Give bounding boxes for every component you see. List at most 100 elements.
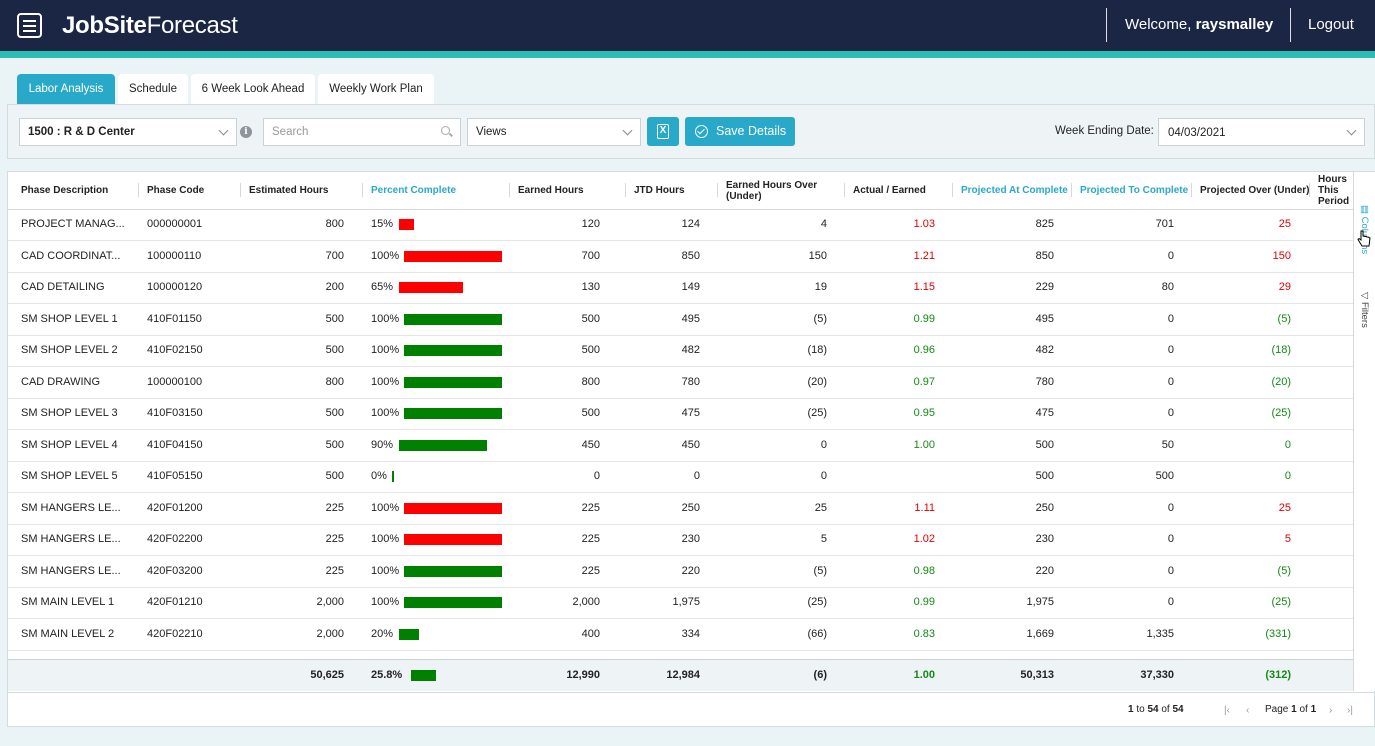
row-count: 1 to 54 of 54 bbox=[1128, 704, 1184, 715]
column-header[interactable]: JTD Hours bbox=[634, 185, 685, 196]
column-header[interactable]: Projected Over (Under) bbox=[1200, 185, 1310, 196]
projected-at-complete-cell: 220 bbox=[1035, 564, 1054, 577]
search-placeholder: Search bbox=[272, 126, 309, 138]
check-circle-icon bbox=[695, 125, 708, 138]
projected-over-under-cell: 29 bbox=[1278, 281, 1291, 293]
table-row[interactable]: SM HANGERS LE... 420F01200 225 100% 225 250 25… bbox=[8, 493, 1353, 525]
table-row[interactable]: SM HANGERS LE... 420F03200 225 100% 225 220 (5… bbox=[8, 556, 1353, 588]
table-row[interactable]: SM SHOP LEVEL 4 410F04150 500 90% 450 450 0 1.0… bbox=[8, 430, 1353, 462]
phase-description-cell: SM SHOP LEVEL 2 bbox=[21, 344, 118, 356]
column-header[interactable]: Earned Hours Over (Under) bbox=[726, 179, 818, 202]
save-details-label: Save Details bbox=[716, 124, 787, 138]
column-resize-handle[interactable] bbox=[138, 183, 139, 197]
phase-description-cell: CAD DRAWING bbox=[21, 375, 101, 388]
column-header[interactable]: Actual / Earned bbox=[853, 185, 926, 196]
table-row[interactable]: CAD DETAILING 100000120 200 65% 130 149 19 1.15… bbox=[8, 272, 1353, 304]
save-details-button[interactable]: Save Details bbox=[685, 117, 795, 146]
table-row[interactable]: SM MAIN LEVEL 1 420F01210 2,000 100% 2,000 1,… bbox=[8, 587, 1353, 619]
tab-weekly-work-plan[interactable]: Weekly Work Plan bbox=[318, 74, 434, 104]
first-page-icon[interactable]: |‹ bbox=[1224, 705, 1230, 716]
tab-6-week-look-ahead[interactable]: 6 Week Look Ahead bbox=[191, 74, 315, 104]
table-row[interactable]: CAD COORDINAT... 100000110 700 100% 700 850 15… bbox=[8, 241, 1353, 273]
projected-at-complete-cell: 1,669 bbox=[1026, 627, 1054, 640]
table-row[interactable]: SM SHOP LEVEL 2 410F02150 500 100% 500 482 (18… bbox=[8, 335, 1353, 367]
phase-description-cell: SM HANGERS LE... bbox=[21, 501, 121, 514]
project-select[interactable]: 1500 : R & D Center bbox=[19, 118, 237, 146]
earned-over-under-cell: (25) bbox=[807, 407, 827, 419]
last-page-icon[interactable]: ›| bbox=[1347, 705, 1353, 716]
projected-at-complete-cell: 230 bbox=[1035, 533, 1054, 545]
info-icon[interactable]: i bbox=[240, 126, 252, 138]
next-page-icon[interactable]: › bbox=[1329, 705, 1333, 716]
column-header[interactable]: Estimated Hours bbox=[249, 185, 329, 196]
accent-strip bbox=[0, 51, 1375, 58]
column-header[interactable]: Earned Hours bbox=[518, 185, 584, 196]
column-resize-handle[interactable] bbox=[625, 183, 626, 197]
tab-schedule[interactable]: Schedule bbox=[118, 74, 188, 104]
column-header[interactable]: Projected At Complete bbox=[961, 185, 1068, 196]
column-resize-handle[interactable] bbox=[240, 183, 241, 197]
table-row[interactable]: SM SHOP LEVEL 3 410F03150 500 100% 500 475 (25… bbox=[8, 398, 1353, 430]
actual-earned-cell: 0.96 bbox=[913, 344, 935, 356]
estimated-hours-cell: 2,000 bbox=[316, 627, 344, 640]
total-earned-over-under: (6) bbox=[813, 669, 827, 681]
hamburger-icon[interactable] bbox=[17, 13, 42, 38]
column-resize-handle[interactable] bbox=[952, 183, 953, 197]
earned-hours-cell: 120 bbox=[581, 218, 600, 230]
actual-earned-cell: 0.97 bbox=[913, 375, 935, 388]
jtd-hours-cell: 495 bbox=[681, 312, 700, 325]
column-header[interactable]: Projected To Complete bbox=[1080, 185, 1189, 196]
percent-complete-cell: 100% bbox=[371, 407, 400, 419]
jtd-hours-cell: 780 bbox=[681, 375, 700, 388]
search-input[interactable]: Search bbox=[263, 118, 461, 146]
excel-icon: X bbox=[657, 124, 669, 139]
total-estimated-hours: 50,625 bbox=[310, 669, 344, 681]
projected-to-complete-cell: 50 bbox=[1161, 438, 1174, 451]
table-row[interactable]: SM HANGERS LE... 420F02200 225 100% 225 230 5 1… bbox=[8, 524, 1353, 556]
total-actual-earned: 1.00 bbox=[913, 669, 935, 681]
week-ending-select[interactable]: 04/03/2021 bbox=[1158, 118, 1365, 146]
earned-hours-cell: 800 bbox=[581, 375, 600, 388]
percent-complete-bar bbox=[404, 534, 502, 545]
table-row[interactable]: PROJECT MANAG... 000000001 800 15% 120 124 4 1.… bbox=[8, 209, 1353, 241]
percent-complete-cell: 100% bbox=[371, 564, 400, 577]
filters-panel-toggle[interactable]: ▽ Filters bbox=[1359, 292, 1370, 328]
table-row[interactable]: CAD DRAWING 100000100 800 100% 800 780 (20) 0.9… bbox=[8, 367, 1353, 399]
earned-over-under-cell: 19 bbox=[814, 281, 827, 293]
prev-page-icon[interactable]: ‹ bbox=[1246, 705, 1250, 716]
column-resize-handle[interactable] bbox=[717, 183, 718, 197]
table-row[interactable]: SM SHOP LEVEL 5 410F05150 500 0% 0 0 0 500 500 0 bbox=[8, 461, 1353, 493]
phase-code-cell: 420F01210 bbox=[147, 596, 203, 608]
projected-over-under-cell: 25 bbox=[1278, 501, 1291, 514]
column-resize-handle[interactable] bbox=[1191, 183, 1192, 197]
phase-code-cell: 100000100 bbox=[147, 375, 203, 388]
projected-to-complete-cell: 500 bbox=[1155, 470, 1174, 482]
earned-hours-cell: 400 bbox=[581, 627, 600, 640]
table-row[interactable]: SM SHOP LEVEL 1 410F01150 500 100% 500 495 (5)… bbox=[8, 304, 1353, 336]
logout-link[interactable]: Logout bbox=[1308, 16, 1354, 33]
week-ending-value: 04/03/2021 bbox=[1168, 127, 1226, 139]
column-resize-handle[interactable] bbox=[1309, 183, 1310, 197]
column-header[interactable]: Phase Description bbox=[21, 185, 109, 196]
estimated-hours-cell: 2,000 bbox=[316, 596, 344, 608]
column-header[interactable]: Phase Code bbox=[147, 185, 205, 196]
tab-labor-analysis[interactable]: Labor Analysis bbox=[17, 74, 115, 104]
column-header[interactable]: Percent Complete bbox=[371, 185, 457, 196]
actual-earned-cell: 1.03 bbox=[913, 218, 935, 230]
projected-to-complete-cell: 0 bbox=[1167, 533, 1174, 545]
column-header[interactable]: Hours This Period bbox=[1318, 174, 1350, 207]
estimated-hours-cell: 500 bbox=[325, 470, 344, 482]
estimated-hours-cell: 800 bbox=[325, 218, 344, 230]
totals-row: 50,625 25.8% 12,990 12,984 (6) 1.00 50,313 37,3… bbox=[8, 659, 1353, 691]
export-excel-button[interactable]: X bbox=[647, 117, 679, 146]
actual-earned-cell: 1.02 bbox=[913, 533, 935, 545]
column-resize-handle[interactable] bbox=[844, 183, 845, 197]
column-resize-handle[interactable] bbox=[362, 183, 363, 197]
table-row[interactable]: SM MAIN LEVEL 2 420F02210 2,000 20% 400 334 (6… bbox=[8, 619, 1353, 651]
column-resize-handle[interactable] bbox=[509, 183, 510, 197]
projected-at-complete-cell: 850 bbox=[1035, 249, 1054, 262]
projected-to-complete-cell: 0 bbox=[1167, 312, 1174, 325]
top-header: JobSiteForecast Welcome, raysmalley Logo… bbox=[0, 0, 1375, 51]
column-resize-handle[interactable] bbox=[1071, 183, 1072, 197]
views-select[interactable]: Views bbox=[467, 118, 641, 146]
